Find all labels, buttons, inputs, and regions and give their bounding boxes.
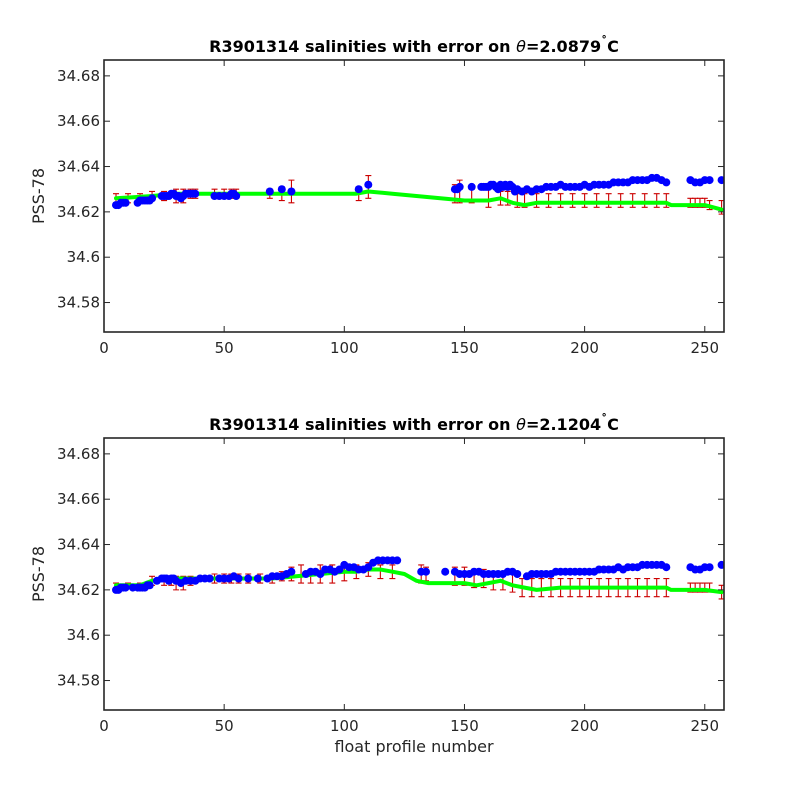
- x-tick-label: 200: [570, 339, 599, 357]
- float-salinity-point: [121, 583, 130, 592]
- chart-title-degree: ˚: [601, 412, 607, 427]
- y-tick-label: 34.62: [57, 203, 100, 221]
- x-axis-label: float profile number: [334, 737, 494, 756]
- float-salinity-point: [121, 198, 130, 207]
- float-salinity-point: [364, 180, 373, 189]
- error-bar: [569, 193, 576, 208]
- error-bar: [641, 193, 648, 208]
- y-axis-label: PSS-78: [29, 168, 48, 224]
- chart-title-value: =2.1204: [526, 415, 601, 434]
- chart-title-theta: θ: [516, 415, 526, 434]
- float-salinity-point: [354, 185, 363, 194]
- float-salinity-point: [287, 567, 296, 576]
- float-salinity-point: [422, 567, 430, 576]
- float-salinity-point: [717, 560, 724, 569]
- error-bar: [605, 193, 612, 208]
- x-tick-label: 50: [215, 717, 234, 735]
- error-bar: [663, 193, 670, 208]
- y-tick-label: 34.64: [57, 536, 100, 554]
- float-salinity-point: [205, 574, 214, 583]
- y-tick-label: 34.64: [57, 158, 100, 176]
- mapped-salinity-line: [114, 189, 724, 212]
- x-tick-label: 100: [330, 339, 359, 357]
- error-bar: [377, 564, 384, 580]
- chart-title-theta: θ: [516, 37, 526, 56]
- y-tick-label: 34.62: [57, 581, 100, 599]
- float-salinity-point: [393, 556, 402, 565]
- x-tick-label: 150: [450, 717, 479, 735]
- x-tick-label: 0: [99, 717, 109, 735]
- x-tick-label: 0: [99, 339, 109, 357]
- float-salinity-point: [717, 176, 724, 185]
- error-bar: [653, 193, 660, 208]
- y-tick-label: 34.6: [67, 626, 100, 644]
- float-salinity-point: [705, 563, 714, 572]
- float-salinity-points: [112, 173, 724, 210]
- float-salinity-points: [112, 556, 724, 594]
- float-salinity-point: [513, 570, 522, 578]
- x-tick-label: 150: [450, 339, 479, 357]
- panel-1: 0 50 100 150 200 250 34.58 34.6 34.62 34.64 34.66 3…: [29, 34, 725, 357]
- error-bar: [557, 193, 564, 208]
- plot-area: [112, 556, 724, 600]
- float-salinity-point: [441, 567, 450, 576]
- float-salinity-point: [244, 574, 253, 583]
- float-salinity-point: [662, 563, 671, 572]
- float-salinity-point: [145, 581, 154, 590]
- chart-title-text: R3901314 salinities with error on: [209, 415, 516, 434]
- float-salinity-point: [148, 194, 157, 203]
- float-salinity-point: [705, 176, 714, 185]
- y-tick-label: 34.66: [57, 490, 100, 508]
- panel-2: 0 50 100 150 200 250 34.58 34.6 34.62 34.64 34.66 3…: [29, 412, 725, 756]
- y-tick-label: 34.66: [57, 112, 100, 130]
- x-tick-label: 250: [690, 717, 719, 735]
- float-salinity-point: [287, 187, 296, 196]
- plot-area: [112, 173, 724, 215]
- y-tick-label: 34.6: [67, 248, 100, 266]
- chart-title-value: =2.0879: [526, 37, 601, 56]
- x-tick-label: 50: [215, 339, 234, 357]
- float-salinity-point: [265, 187, 274, 196]
- chart-title-unit: C: [607, 37, 619, 56]
- float-salinity-point: [455, 182, 464, 191]
- axes-box: [103, 437, 725, 711]
- error-bar: [581, 193, 588, 208]
- float-salinity-point: [232, 192, 241, 200]
- axes-box: [103, 59, 725, 333]
- x-tick-label: 100: [330, 717, 359, 735]
- x-tick-label: 250: [690, 339, 719, 357]
- chart-title-degree: ˚: [601, 34, 607, 49]
- error-bar: [629, 193, 636, 208]
- y-tick-label: 34.58: [57, 294, 100, 312]
- error-bar: [593, 193, 600, 208]
- chart-title-unit: C: [607, 415, 619, 434]
- chart-title: R3901314 salinities with error on θ=2.08…: [209, 34, 619, 56]
- y-tick-label: 34.58: [57, 672, 100, 690]
- y-axis-label: PSS-78: [29, 546, 48, 602]
- x-tick-label: 200: [570, 717, 599, 735]
- float-salinity-point: [191, 189, 200, 198]
- error-bar: [545, 193, 552, 208]
- y-tick-label: 34.68: [57, 445, 100, 463]
- float-salinity-point: [253, 574, 262, 583]
- float-salinity-point: [662, 178, 671, 187]
- float-salinity-point: [467, 182, 476, 191]
- float-salinity-point: [277, 185, 286, 194]
- chart-title: R3901314 salinities with error on θ=2.12…: [209, 412, 619, 434]
- chart-title-text: R3901314 salinities with error on: [209, 37, 516, 56]
- error-bar: [617, 193, 624, 208]
- y-tick-label: 34.68: [57, 67, 100, 85]
- float-salinity-point: [234, 574, 243, 583]
